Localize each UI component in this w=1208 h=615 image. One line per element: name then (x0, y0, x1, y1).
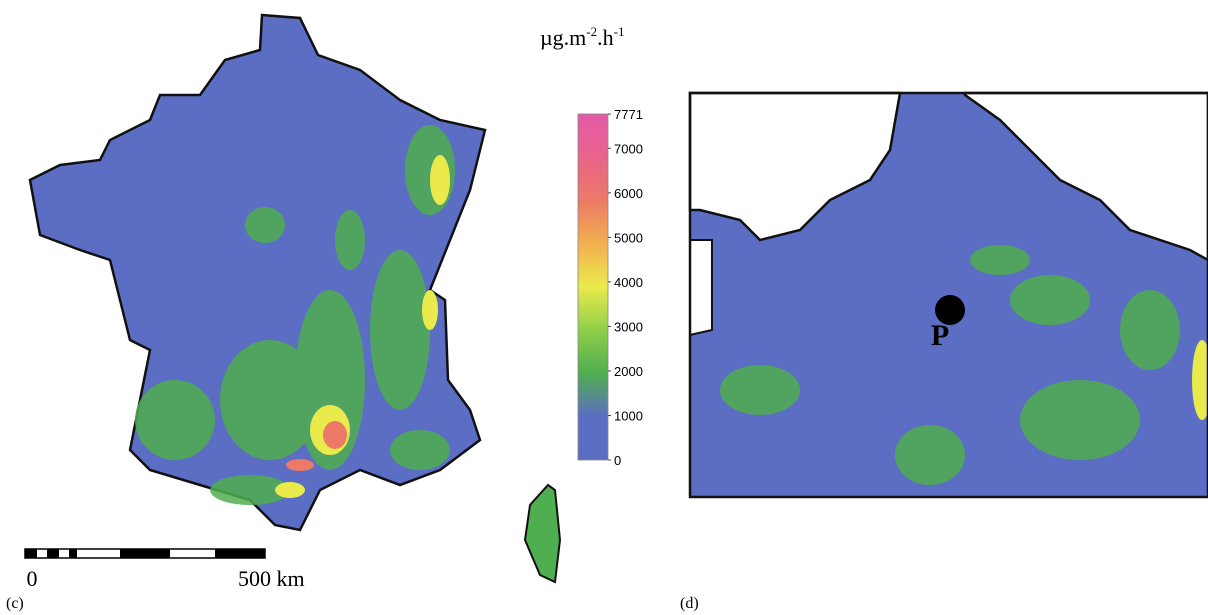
colorbar (578, 114, 608, 460)
colorbar-tick-label: 3000 (614, 319, 643, 334)
unit-part: .h (597, 25, 614, 50)
scale-bar: 0 500 km (25, 549, 305, 591)
scale-segment (120, 549, 170, 558)
colorbar-tick-label: 4000 (614, 275, 643, 290)
map-d: P (690, 93, 1208, 497)
marker-label: P (931, 319, 949, 352)
sea-cotentin (690, 240, 712, 335)
unit-part: µg.m (540, 25, 586, 50)
scale-segment (25, 549, 37, 558)
scale-segment (47, 549, 59, 558)
unit-sup: -1 (614, 24, 625, 39)
colorbar-tick-label: 7000 (614, 141, 643, 156)
colorbar-tick-label: 5000 (614, 230, 643, 245)
colorbar-tick-label: 2000 (614, 364, 643, 379)
scale-segment (69, 549, 77, 558)
figure: 0 500 km (c) (d) µg.m-2.h-1 P 0 1000 2000 3… (0, 0, 1208, 615)
scale-end: 500 km (238, 566, 305, 591)
panel-label: (c) (6, 595, 24, 612)
unit-label: µg.m-2.h-1 (540, 24, 624, 50)
colorbar-tick-label: 0 (614, 453, 621, 468)
colorbar-tick-label: 1000 (614, 408, 643, 423)
unit-sup: -2 (586, 24, 597, 39)
colorbar-tick-label: 6000 (614, 186, 643, 201)
colorbar-tick-label: 7771 (614, 107, 643, 122)
scale-start: 0 (27, 566, 38, 591)
panel-label: (d) (680, 595, 699, 612)
map-c (30, 15, 560, 582)
scale-segment (215, 549, 265, 558)
corsica (525, 485, 560, 582)
